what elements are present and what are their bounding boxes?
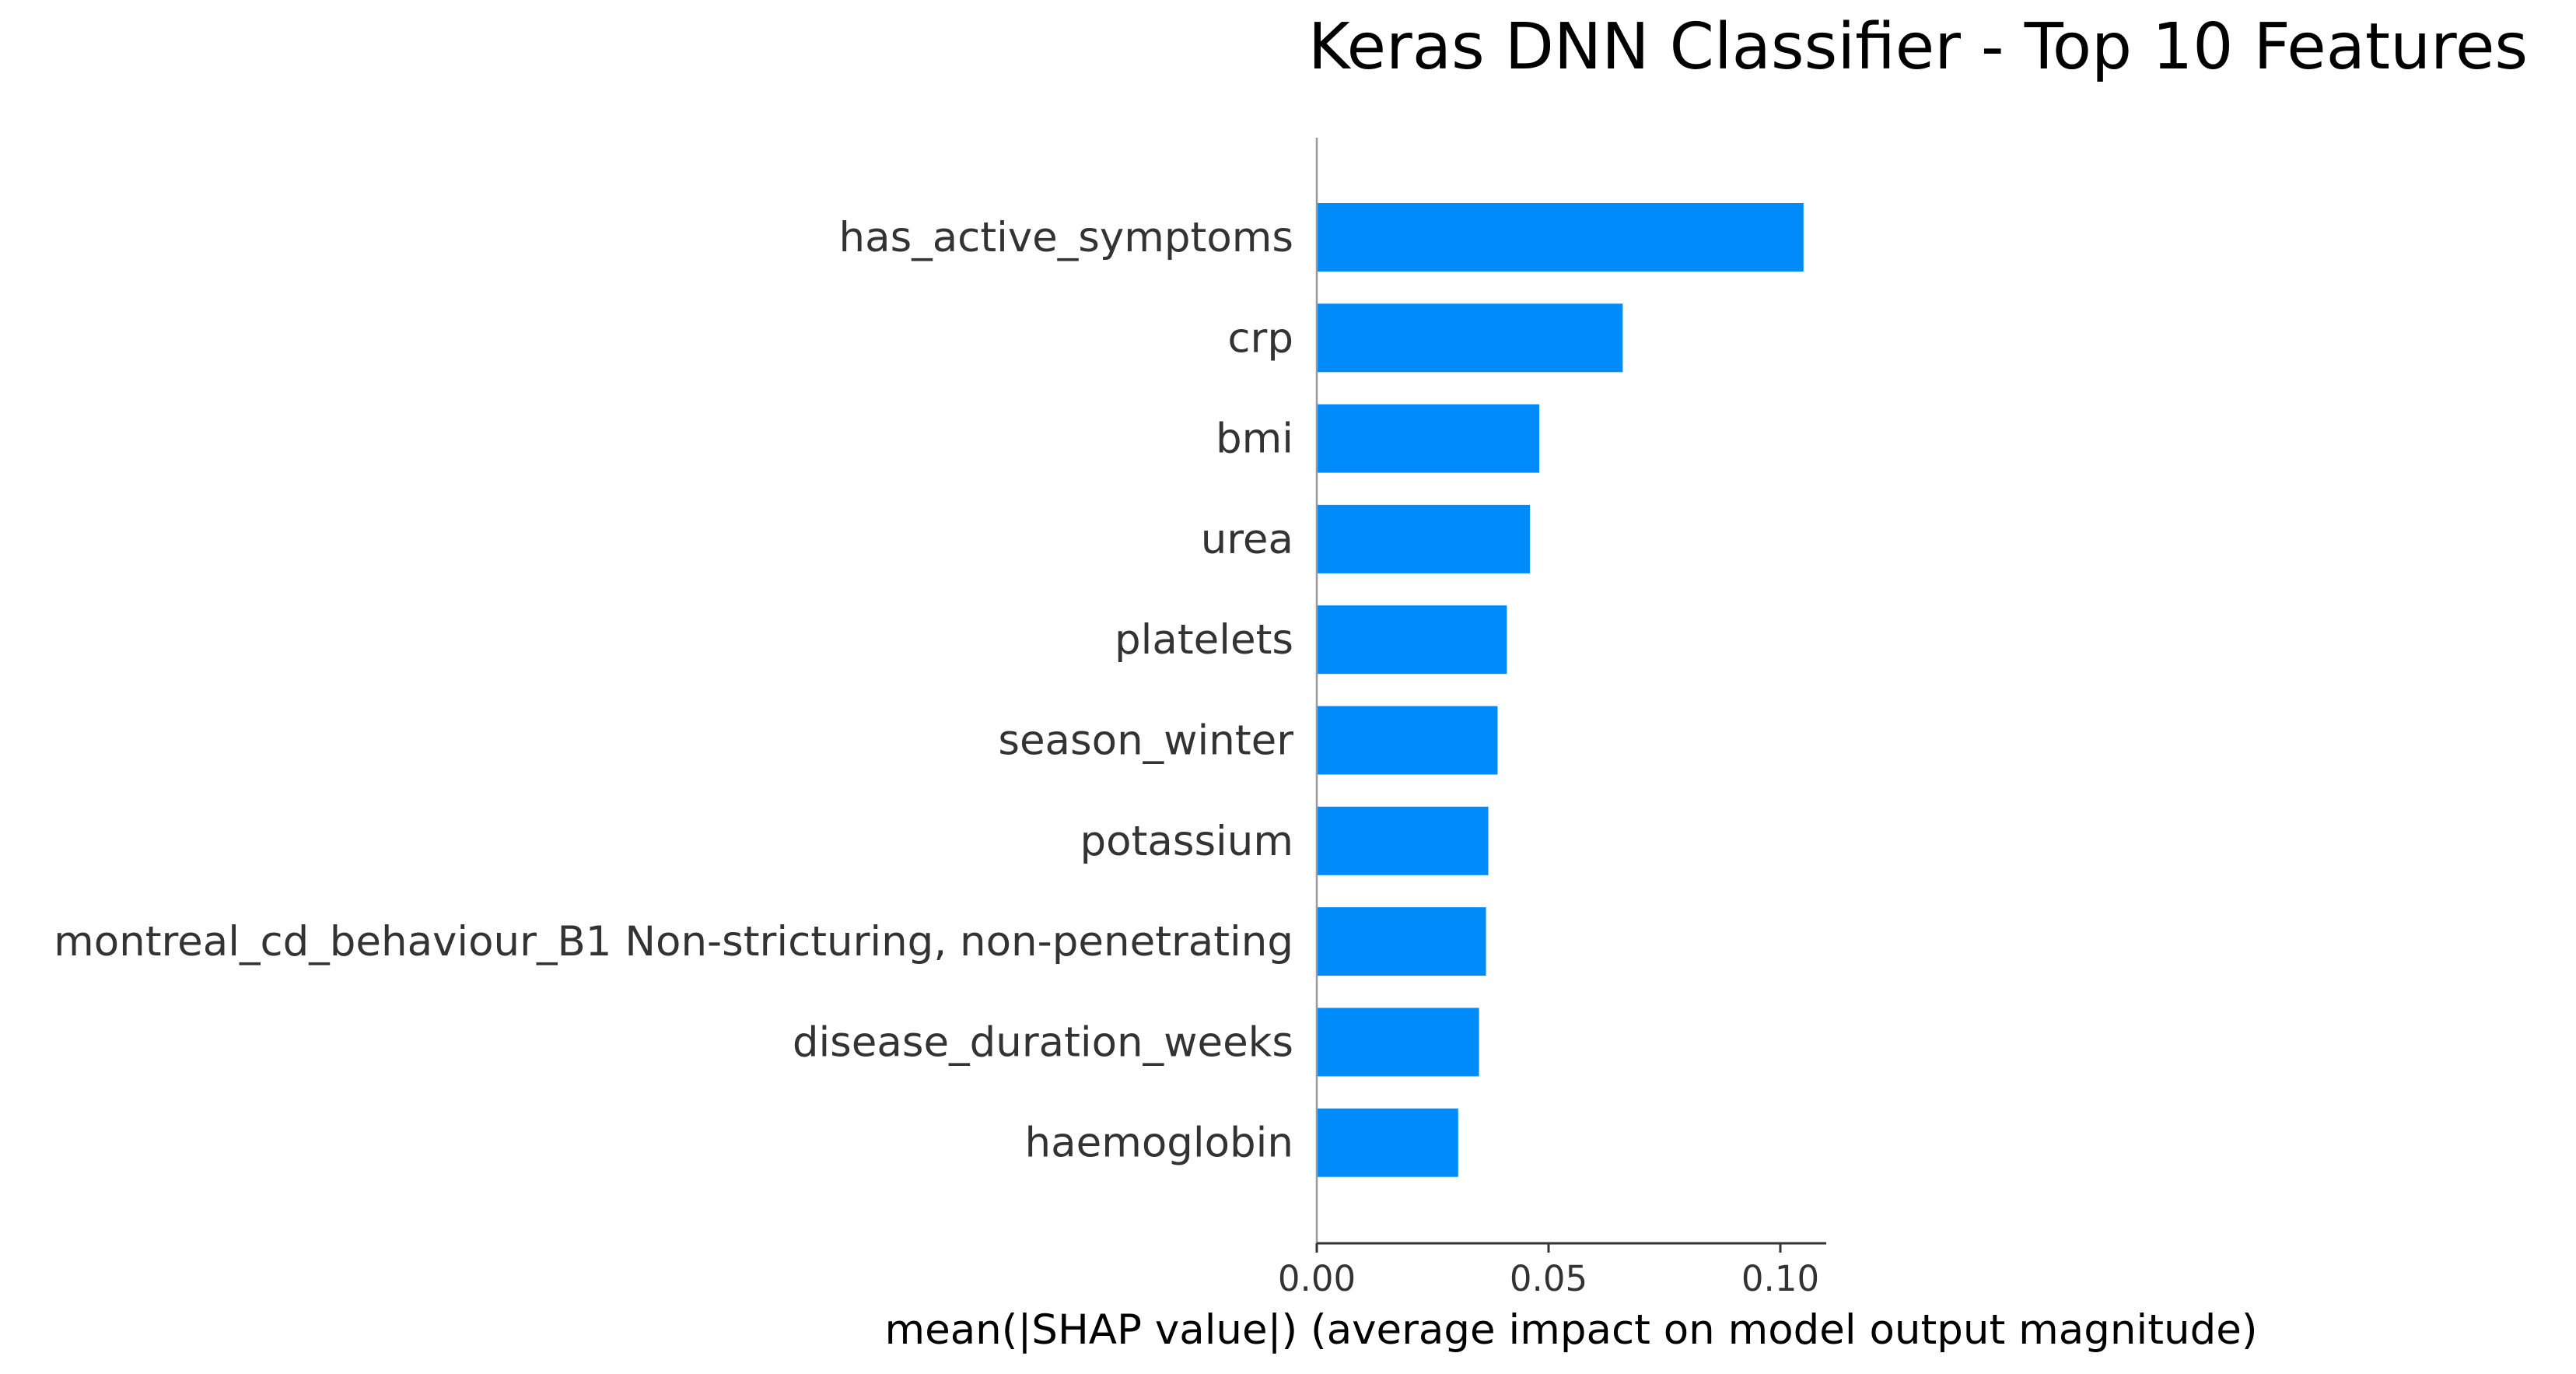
feature-label-3: urea <box>1201 516 1293 563</box>
x-ticks: 0.00 0.05 0.10 <box>1278 1243 1819 1299</box>
bar-2 <box>1317 404 1540 473</box>
feature-label-5: season_winter <box>998 717 1293 765</box>
bar-9 <box>1317 1108 1458 1177</box>
bar-7 <box>1317 907 1486 976</box>
bar-1 <box>1317 303 1623 373</box>
bar-4 <box>1317 605 1507 675</box>
x-axis-label: mean(|SHAP value|) (average impact on mo… <box>884 1306 2257 1354</box>
feature-label-1: crp <box>1227 314 1293 362</box>
feature-label-2: bmi <box>1216 415 1293 463</box>
bars-group <box>1317 203 1804 1177</box>
feature-label-8: disease_duration_weeks <box>793 1018 1293 1066</box>
bar-6 <box>1317 806 1489 875</box>
bar-0 <box>1317 203 1804 272</box>
bar-5 <box>1317 706 1498 775</box>
feature-label-0: has_active_symptoms <box>839 214 1293 261</box>
bar-3 <box>1317 504 1531 573</box>
bar-8 <box>1317 1008 1479 1077</box>
x-tick-label-0: 0.00 <box>1278 1258 1356 1299</box>
feature-label-9: haemoglobin <box>1025 1120 1293 1167</box>
feature-label-6: potassium <box>1080 818 1294 865</box>
feature-label-4: platelets <box>1115 616 1293 664</box>
x-tick-label-1: 0.05 <box>1510 1258 1587 1299</box>
x-tick-label-2: 0.10 <box>1741 1258 1819 1299</box>
chart-title: Keras DNN Classifier - Top 10 Features <box>1308 10 2528 84</box>
feature-label-7: montreal_cd_behaviour_B1 Non-stricturing… <box>54 918 1293 966</box>
